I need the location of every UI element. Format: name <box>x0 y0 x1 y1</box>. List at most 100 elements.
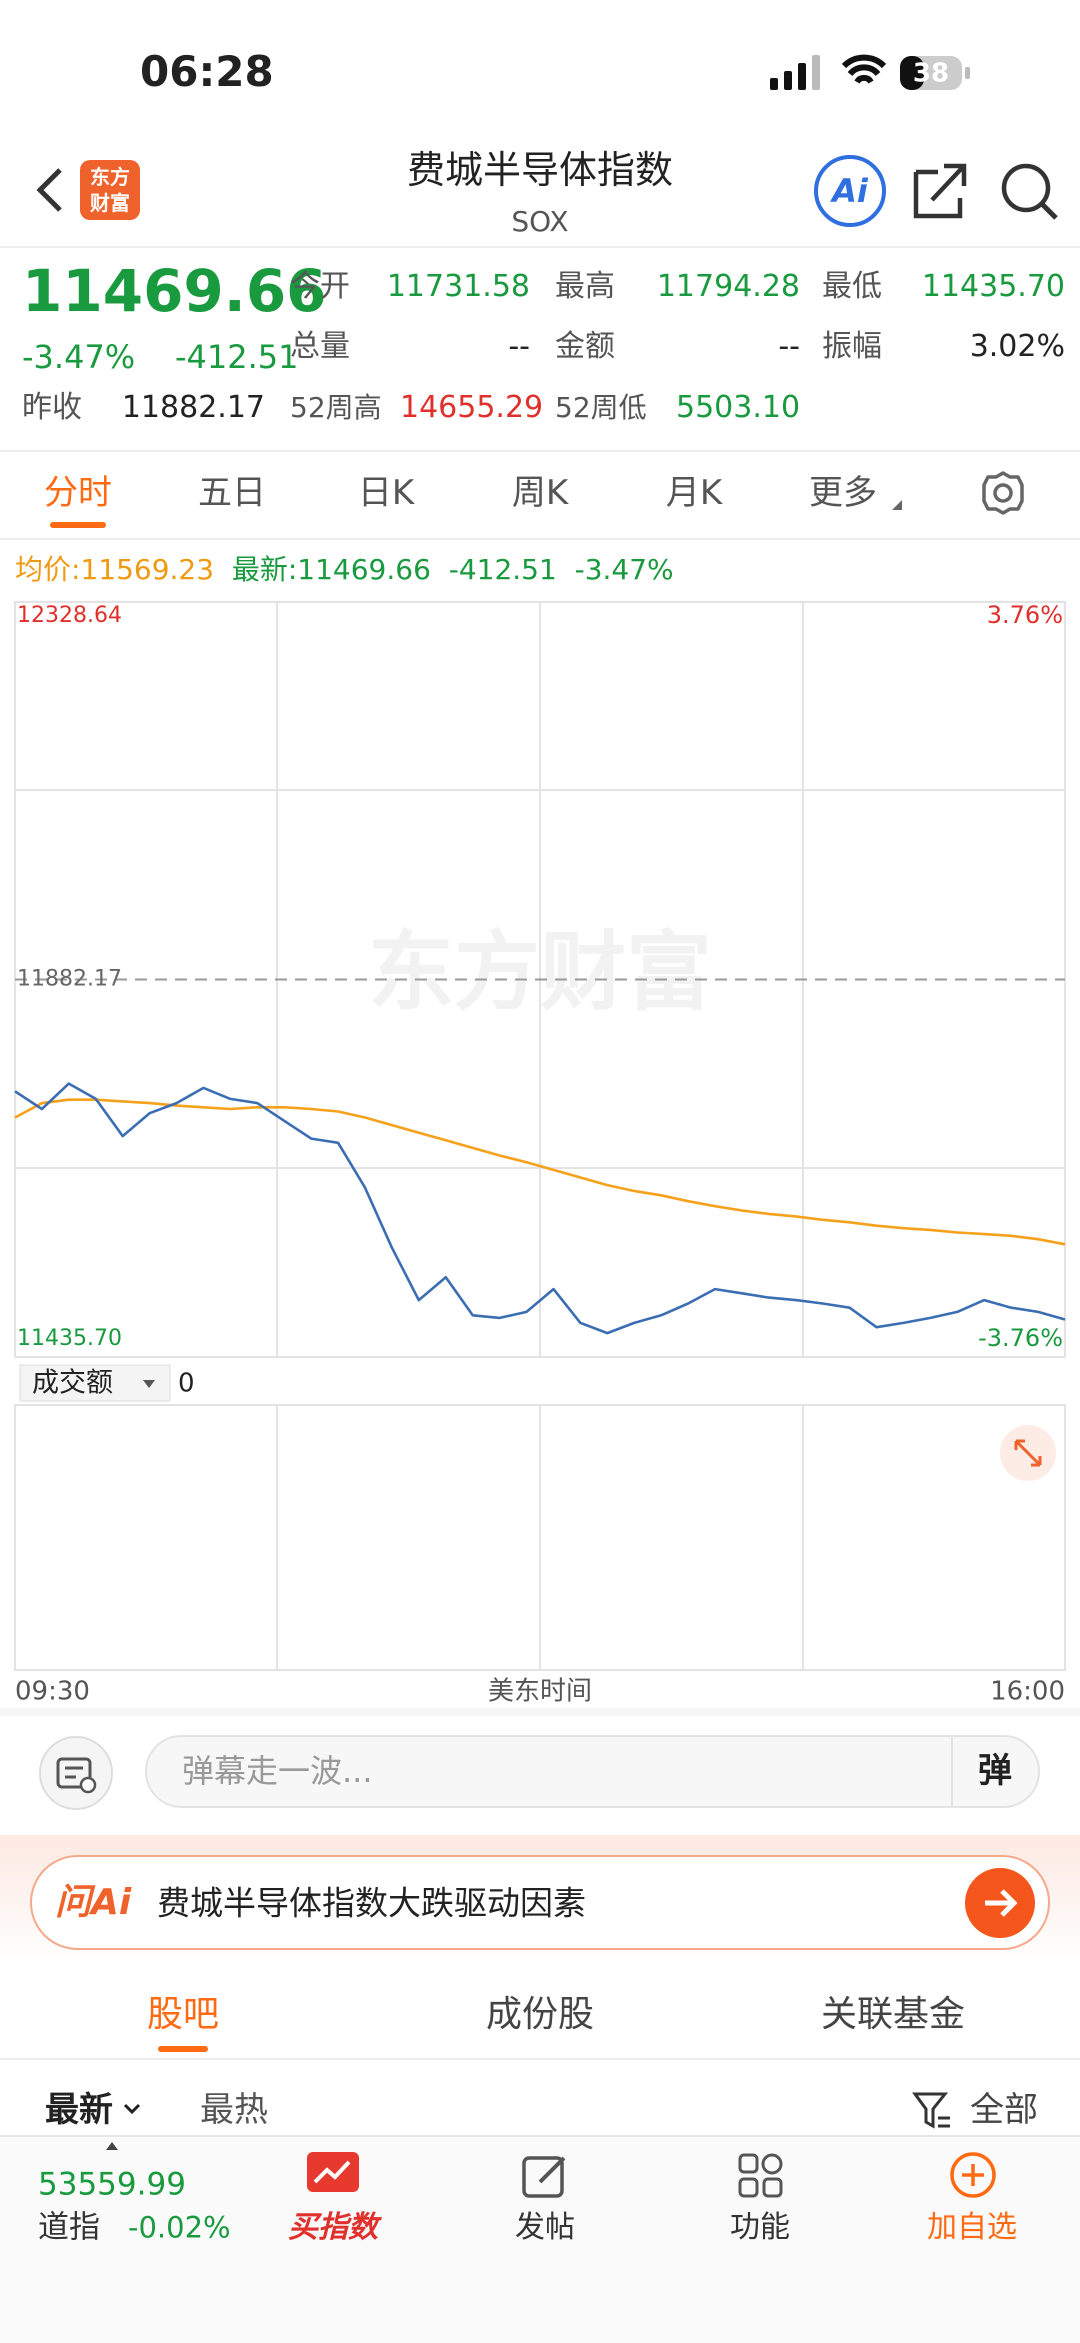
field-label: 最高 <box>555 269 615 304</box>
intraday-chart: 东方财富 成交额 0 美东时间 12328.64 11882.17 11435.70… <box>14 601 1066 1707</box>
change: -412.51 <box>175 338 299 376</box>
settings-button[interactable] <box>980 470 1026 516</box>
logo-text: 财富 <box>90 191 130 215</box>
change-pct: -3.47% <box>22 338 136 376</box>
chart-summary: 均价:11569.23 最新:11469.66 -412.51 -3.47% <box>15 556 674 584</box>
y2-tick-label: 3.76% <box>987 601 1063 629</box>
y2-tick-label: -3.76% <box>978 1324 1063 1352</box>
tab[interactable]: 更多 <box>809 473 877 513</box>
y-tick-label: 11435.70 <box>17 1326 122 1351</box>
ai-question[interactable] <box>30 1855 1050 1950</box>
section-tab[interactable]: 成份股 <box>485 1994 595 2035</box>
volume-selector[interactable] <box>19 1364 171 1402</box>
back-button[interactable] <box>30 160 150 220</box>
ai-question-text: 费城半导体指数大跌驱动因素 <box>157 1883 586 1923</box>
y-tick-label: 11882.17 <box>17 967 122 992</box>
field-label: 52周低 <box>555 391 647 424</box>
ticker-value[interactable]: 53559.99 <box>38 2166 186 2203</box>
field-value: 5503.10 <box>676 390 801 425</box>
danmaku-button[interactable]: 弹 <box>978 1751 1012 1791</box>
latest-label: 最新: <box>231 553 298 586</box>
divider <box>951 1737 953 1806</box>
watermark: 东方财富 <box>368 922 712 1022</box>
section-tab[interactable]: 关联基金 <box>820 1994 966 2035</box>
input-placeholder: 弹幕走一波... <box>182 1752 373 1790</box>
field-value: -- <box>508 329 530 364</box>
danmaku-toggle[interactable] <box>38 1735 114 1811</box>
tab[interactable]: 分时 <box>44 473 112 513</box>
series-line <box>14 1098 1066 1246</box>
field-label: 金额 <box>555 329 615 364</box>
series-line <box>14 1082 1066 1335</box>
buy-index-icon <box>307 2152 359 2192</box>
logo-text: 东方 <box>90 165 130 189</box>
sort-hot[interactable]: 最热 <box>200 2090 268 2130</box>
tab-indicator <box>50 522 106 528</box>
divider <box>0 538 1080 540</box>
field-value: 11435.70 <box>921 269 1065 304</box>
ticker-change: -0.02% <box>128 2210 231 2245</box>
tab[interactable]: 五日 <box>198 473 266 513</box>
field-value: 11882.17 <box>121 390 265 425</box>
status-icons: 38 <box>770 54 970 90</box>
nav-item[interactable]: 买指数 <box>288 2210 378 2245</box>
section-tab[interactable]: 股吧 <box>146 1994 220 2035</box>
divider <box>0 450 1080 452</box>
field-label: 振幅 <box>822 329 882 364</box>
ticker-name: 道指 <box>38 2209 100 2246</box>
avg-value: 11569.23 <box>80 553 215 586</box>
bottom-bar <box>0 2135 1080 2343</box>
latest-change: -412.51 <box>448 553 557 586</box>
tab-indicator <box>158 2046 208 2052</box>
field-label: 今开 <box>290 269 350 304</box>
field-label: 52周高 <box>290 391 382 424</box>
volume-value: 0 <box>178 1369 195 1399</box>
field-value: 11731.58 <box>386 269 530 304</box>
nav-item[interactable]: 功能 <box>730 2210 790 2245</box>
ai-button[interactable]: Ai <box>814 155 886 227</box>
battery-level: 38 <box>913 59 949 89</box>
field-label: 最低 <box>822 269 882 304</box>
status-time: 06:28 <box>140 47 274 96</box>
x-axis-label: 美东时间 <box>488 1677 592 1707</box>
ai-go-button[interactable] <box>965 1868 1035 1938</box>
ai-brand: 问Ai <box>55 1882 132 1923</box>
last-price: 11469.66 <box>22 257 327 325</box>
post-icon <box>522 2156 566 2198</box>
add-watchlist-icon <box>950 2152 996 2198</box>
latest-change-pct: -3.47% <box>574 553 674 586</box>
sort-latest[interactable]: 最新 <box>45 2090 113 2130</box>
field-value: 3.02% <box>969 329 1065 364</box>
dropdown-arrow <box>143 1380 155 1388</box>
comment-input[interactable] <box>145 1735 1040 1808</box>
x-tick-label: 09:30 <box>15 1677 90 1707</box>
avg-label: 均价: <box>15 553 81 586</box>
filter-all[interactable]: 全部 <box>970 2090 1038 2130</box>
sort-arrow <box>123 2103 141 2115</box>
nav-item[interactable]: 发帖 <box>515 2210 575 2245</box>
divider <box>0 2058 1080 2060</box>
filter-icon <box>912 2092 950 2129</box>
field-value: 11794.28 <box>656 269 800 304</box>
page-title: 费城半导体指数 <box>406 148 674 192</box>
field-value: 14655.29 <box>400 390 544 425</box>
divider <box>0 1708 1080 1716</box>
x-tick-label: 16:00 <box>990 1677 1065 1707</box>
tab[interactable]: 日K <box>357 473 415 513</box>
header-actions[interactable] <box>910 158 1070 222</box>
latest-value: 11469.66 <box>297 553 431 586</box>
function-icon <box>738 2153 783 2198</box>
nav-item[interactable]: 加自选 <box>927 2210 1017 2245</box>
tab[interactable]: 周K <box>511 473 569 513</box>
field-label: 总量 <box>290 329 350 364</box>
app-logo: 东方 财富 <box>80 160 140 220</box>
field-value: -- <box>778 329 800 364</box>
page-subtitle: SOX <box>511 205 569 238</box>
tab[interactable]: 月K <box>665 473 723 513</box>
divider <box>0 246 1080 248</box>
expand-icon <box>1014 1439 1042 1467</box>
y-tick-label: 12328.64 <box>17 603 122 628</box>
more-arrow <box>892 500 902 510</box>
ticker-arrow <box>106 2142 118 2150</box>
